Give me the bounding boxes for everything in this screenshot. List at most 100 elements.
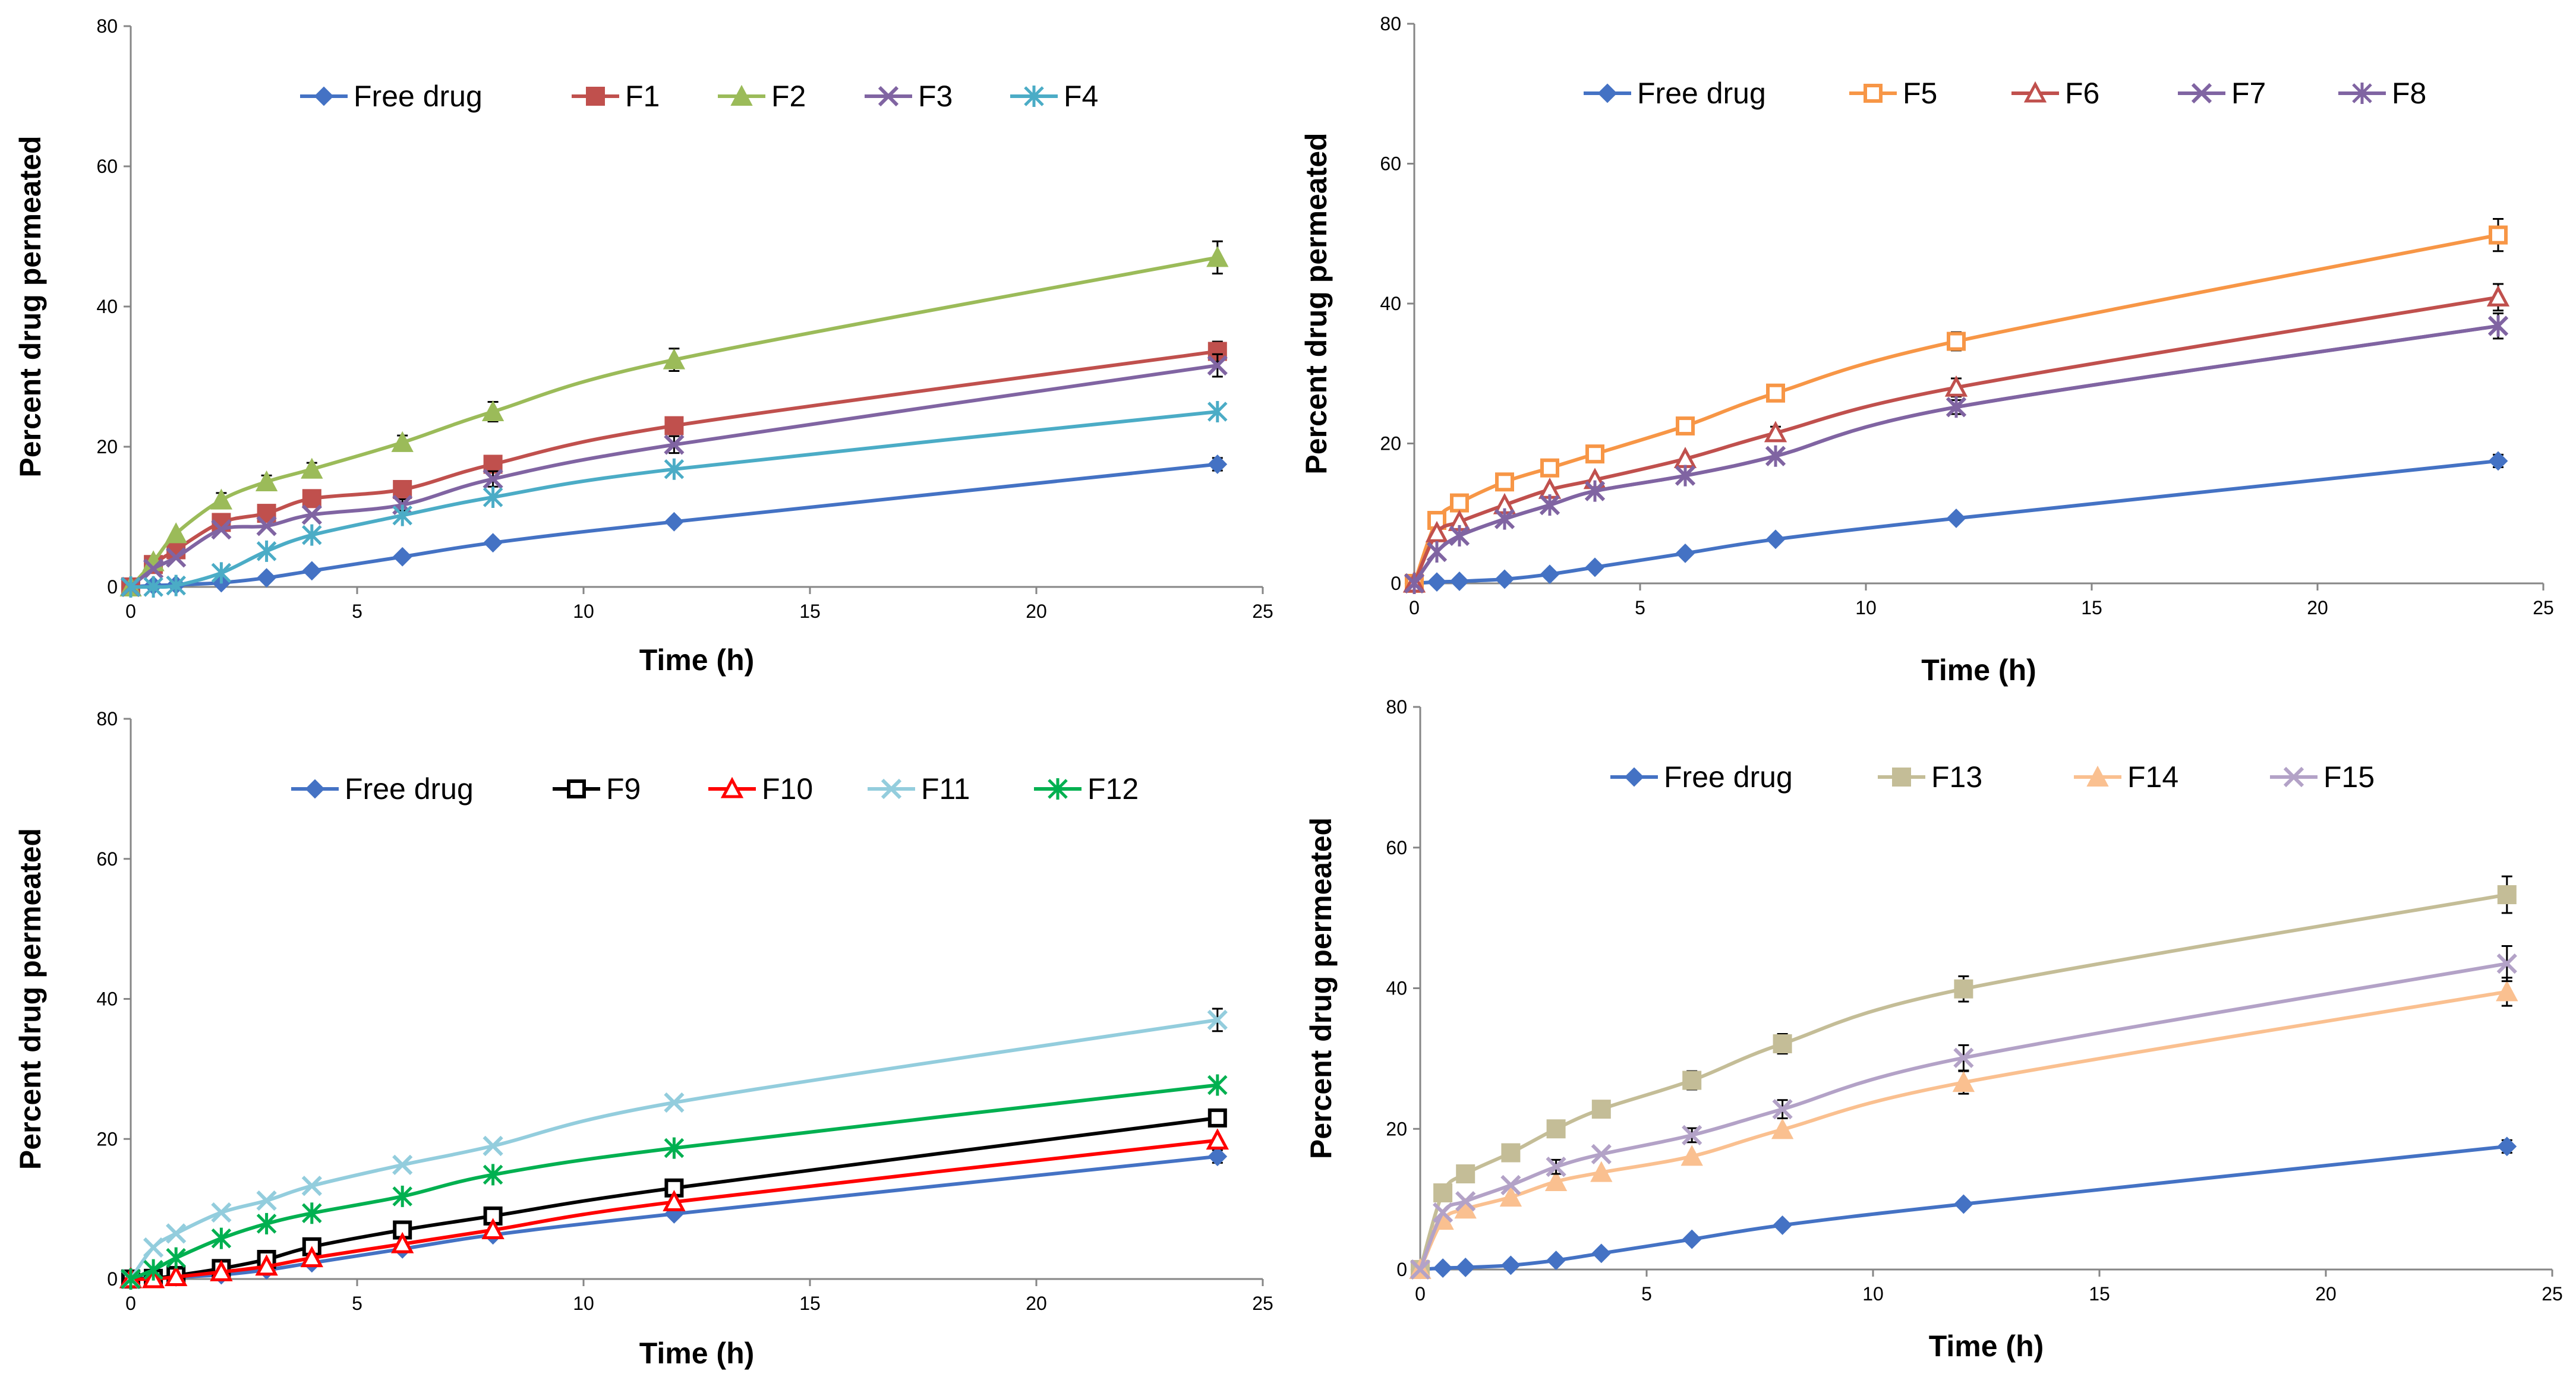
y-tick-label: 80 (96, 15, 118, 37)
legend-label: F15 (2323, 760, 2375, 794)
legend-marker (1864, 84, 1883, 103)
data-point (392, 1154, 413, 1175)
y-tick-label: 60 (1380, 153, 1401, 175)
data-point (1207, 454, 1228, 474)
x-tick-label: 0 (125, 1293, 136, 1314)
data-point (301, 457, 323, 479)
data-point (1773, 1215, 1793, 1235)
data-point (481, 400, 505, 421)
y-tick-label: 0 (1396, 1259, 1407, 1280)
x-tick-label: 20 (2307, 597, 2328, 618)
data-point (483, 1135, 503, 1157)
data-point (393, 479, 412, 499)
data-point (1540, 458, 1559, 478)
y-tick-label: 0 (107, 1268, 118, 1290)
data-point (2488, 451, 2508, 471)
x-tick-label: 5 (1641, 1283, 1652, 1305)
y-axis-title: Percent drug permeated (14, 135, 47, 477)
y-tick-label: 0 (107, 576, 118, 598)
data-point (1682, 1125, 1702, 1146)
data-point (211, 562, 232, 584)
data-point (165, 1265, 188, 1286)
data-point (1499, 1185, 1522, 1207)
legend-label: F10 (762, 772, 813, 806)
data-point (302, 524, 322, 546)
legend-label: F7 (2231, 77, 2266, 110)
data-point (302, 489, 321, 509)
legend-label: F1 (625, 80, 660, 113)
x-tick-label: 25 (1252, 601, 1273, 622)
x-tick-label: 20 (1026, 601, 1047, 622)
data-point (1432, 1202, 1453, 1223)
legend-label: Free drug (1664, 760, 1793, 794)
data-point (663, 1190, 686, 1211)
data-point (1433, 1258, 1453, 1278)
x-tick-label: 25 (2542, 1283, 2563, 1305)
data-point (1682, 1229, 1702, 1249)
data-point (256, 516, 277, 536)
legend-label: Free drug (345, 772, 474, 806)
data-point (664, 1092, 685, 1113)
legend: Free drug F5 F6 F7 F8 (1584, 77, 2426, 110)
data-point (1947, 331, 1966, 351)
data-point (2489, 225, 2508, 245)
data-point (1206, 246, 1229, 267)
legend-label: Free drug (354, 80, 483, 113)
x-tick-label: 0 (125, 601, 136, 622)
legend-label: F14 (2127, 760, 2178, 794)
legend-label: F2 (771, 80, 806, 113)
chart-panel-3: 0 20 40 60 80 0 5 10 15 20 25 Time (h) Percent drug … (14, 708, 1273, 1370)
data-point (1494, 508, 1515, 530)
data-point (2496, 980, 2518, 1002)
y-tick-label: 60 (96, 848, 118, 870)
x-axis-title: Time (h) (1921, 653, 2036, 687)
data-point (1773, 1034, 1792, 1054)
data-point (257, 568, 277, 588)
legend-marker (314, 86, 334, 106)
legend-marker (730, 84, 753, 106)
legend-marker (720, 776, 744, 798)
data-point (1765, 529, 1786, 550)
series-f12 (121, 1074, 1228, 1290)
data-point (664, 434, 685, 455)
data-point (1585, 444, 1604, 464)
data-point (1585, 480, 1605, 502)
legend-marker (1892, 768, 1911, 787)
data-point (1501, 1143, 1521, 1163)
data-point (300, 1246, 323, 1268)
data-point (1495, 472, 1514, 492)
data-point (1540, 564, 1560, 585)
data-point (1591, 1243, 1612, 1264)
x-tick-label: 25 (2533, 597, 2554, 618)
data-point (143, 558, 164, 579)
y-axis-title: Percent drug permeated (1300, 132, 1333, 474)
data-point (166, 1247, 186, 1269)
data-point (1771, 1118, 1794, 1139)
series-f11 (120, 1008, 1228, 1290)
data-point (1207, 355, 1228, 376)
legend-marker (878, 86, 899, 107)
legend-marker (305, 779, 325, 799)
y-tick-label: 40 (96, 296, 118, 317)
legend-marker (586, 87, 605, 106)
data-point (2497, 885, 2517, 905)
x-tick-label: 5 (352, 601, 362, 622)
data-point (301, 504, 322, 525)
data-point (1764, 421, 1787, 443)
data-point (391, 1231, 414, 1253)
series-f7 (1404, 312, 2509, 594)
legend-marker (1024, 86, 1044, 107)
y-tick-label: 80 (1386, 696, 1407, 718)
data-point (210, 488, 233, 510)
series-f14 (1409, 977, 2518, 1279)
legend-marker (1597, 83, 1618, 103)
data-point (1456, 1164, 1475, 1184)
data-point (1455, 1191, 1476, 1212)
x-tick-label: 15 (799, 601, 821, 622)
data-point (143, 1237, 164, 1258)
data-point (1590, 1161, 1613, 1182)
series-line (1412, 324, 2499, 585)
data-point (1207, 1147, 1228, 1167)
y-tick-label: 20 (96, 436, 118, 457)
data-point (166, 1223, 187, 1244)
